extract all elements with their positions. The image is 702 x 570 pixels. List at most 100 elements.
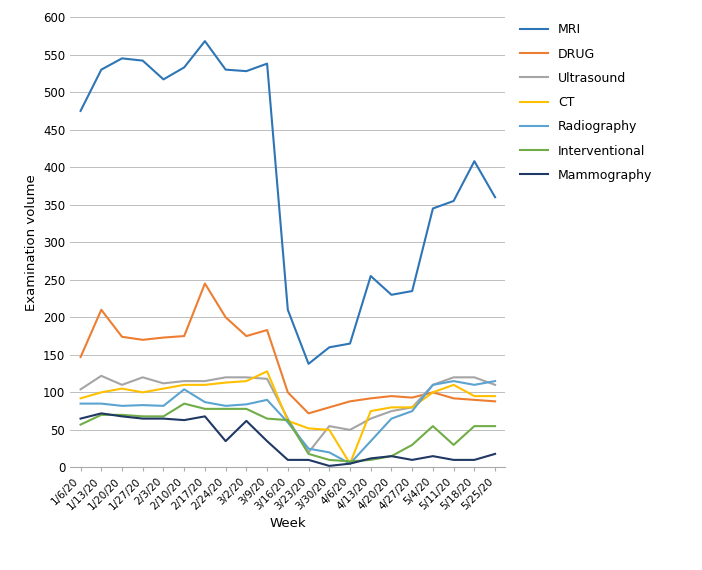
Ultrasound: [366, 415, 375, 422]
Ultrasound: [263, 376, 271, 382]
Interventional: [180, 400, 188, 407]
Ultrasound: [118, 381, 126, 388]
Mammography: [470, 457, 479, 463]
Interventional: [263, 415, 271, 422]
CT: [263, 368, 271, 374]
Mammography: [366, 455, 375, 462]
CT: [221, 379, 230, 386]
MRI: [305, 360, 313, 367]
Ultrasound: [491, 381, 499, 388]
Ultrasound: [159, 380, 168, 387]
Radiography: [263, 397, 271, 404]
Interventional: [346, 458, 355, 465]
CT: [118, 385, 126, 392]
DRUG: [263, 327, 271, 333]
Radiography: [305, 445, 313, 452]
CT: [346, 460, 355, 467]
MRI: [346, 340, 355, 347]
Radiography: [470, 381, 479, 388]
Interventional: [77, 421, 85, 428]
Ultrasound: [408, 404, 416, 411]
Mammography: [159, 415, 168, 422]
CT: [491, 393, 499, 400]
Interventional: [429, 423, 437, 430]
Ultrasound: [346, 426, 355, 433]
MRI: [263, 60, 271, 67]
CT: [366, 408, 375, 414]
CT: [77, 395, 85, 402]
Ultrasound: [429, 381, 437, 388]
Line: CT: CT: [81, 371, 495, 463]
MRI: [138, 57, 147, 64]
Radiography: [221, 402, 230, 409]
DRUG: [180, 333, 188, 340]
Radiography: [408, 408, 416, 414]
Radiography: [138, 402, 147, 409]
Mammography: [429, 453, 437, 459]
Line: Radiography: Radiography: [81, 381, 495, 463]
DRUG: [221, 314, 230, 321]
Radiography: [491, 378, 499, 385]
Interventional: [366, 457, 375, 463]
CT: [138, 389, 147, 396]
DRUG: [408, 394, 416, 401]
Mammography: [491, 450, 499, 457]
MRI: [449, 198, 458, 205]
Line: Ultrasound: Ultrasound: [81, 376, 495, 453]
Interventional: [118, 412, 126, 418]
DRUG: [429, 389, 437, 396]
Mammography: [97, 410, 105, 417]
Mammography: [346, 460, 355, 467]
DRUG: [491, 398, 499, 405]
Ultrasound: [284, 415, 292, 422]
MRI: [408, 288, 416, 295]
Mammography: [305, 457, 313, 463]
DRUG: [118, 333, 126, 340]
Interventional: [325, 457, 333, 463]
Ultrasound: [449, 374, 458, 381]
CT: [470, 393, 479, 400]
Radiography: [180, 386, 188, 393]
CT: [242, 378, 251, 385]
Line: DRUG: DRUG: [81, 283, 495, 413]
DRUG: [366, 395, 375, 402]
Interventional: [470, 423, 479, 430]
Ultrasound: [138, 374, 147, 381]
Interventional: [242, 405, 251, 412]
MRI: [180, 64, 188, 71]
DRUG: [305, 410, 313, 417]
Ultrasound: [470, 374, 479, 381]
MRI: [429, 205, 437, 212]
Mammography: [388, 453, 396, 459]
Radiography: [284, 419, 292, 426]
CT: [449, 381, 458, 388]
CT: [97, 389, 105, 396]
Line: MRI: MRI: [81, 41, 495, 364]
Interventional: [449, 442, 458, 449]
Line: Mammography: Mammography: [81, 413, 495, 466]
Interventional: [138, 413, 147, 420]
Mammography: [201, 413, 209, 420]
CT: [159, 385, 168, 392]
MRI: [221, 66, 230, 73]
Mammography: [408, 457, 416, 463]
MRI: [366, 272, 375, 279]
MRI: [470, 158, 479, 165]
Ultrasound: [305, 449, 313, 456]
Interventional: [97, 412, 105, 418]
Interventional: [221, 405, 230, 412]
DRUG: [242, 333, 251, 340]
MRI: [491, 194, 499, 201]
DRUG: [201, 280, 209, 287]
Mammography: [180, 417, 188, 424]
DRUG: [284, 389, 292, 396]
MRI: [159, 76, 168, 83]
Mammography: [118, 413, 126, 420]
MRI: [97, 66, 105, 73]
CT: [201, 381, 209, 388]
Interventional: [388, 453, 396, 459]
MRI: [118, 55, 126, 62]
MRI: [284, 307, 292, 314]
Mammography: [325, 462, 333, 469]
Radiography: [325, 449, 333, 456]
